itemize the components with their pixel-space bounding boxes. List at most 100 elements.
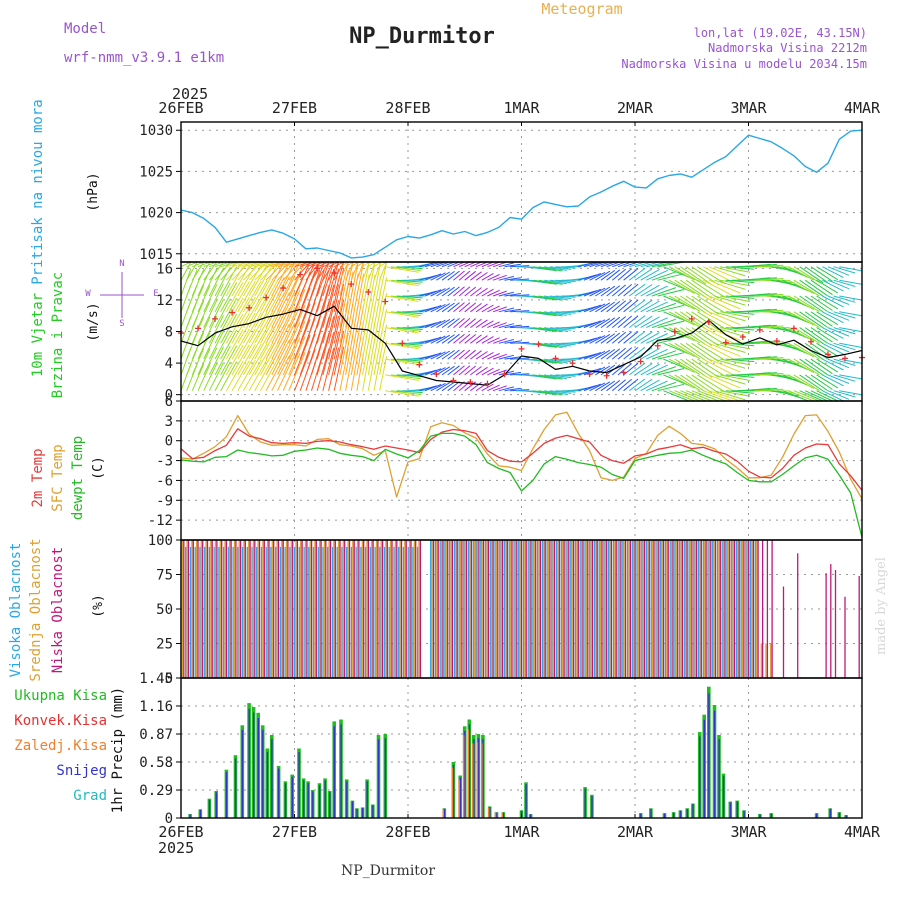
wind-arrow [339,301,349,344]
wind-arrow [532,279,557,285]
y-tick-label: 0.29 [139,783,173,799]
wind-arrow [589,319,606,329]
wind-arrow [600,285,616,297]
wind-arrow [606,269,621,281]
wind-arrow [464,286,477,297]
x-tick-label-bottom: 26FEB [158,823,203,841]
wind-speed-line [180,305,863,386]
wind-arrow [657,383,685,392]
wind-arrow [396,327,423,330]
wind-arrow [839,374,862,380]
wind-arrow [248,261,268,268]
pressure-unit-label: (hPa) [86,172,101,211]
wind-arrow [441,334,455,344]
precip-legend-item: Konvek.Kisa [14,713,107,729]
wind-arrow [680,279,707,298]
gust-marker [603,372,610,379]
wind-arrow [714,358,746,369]
wind-arrow [611,331,627,344]
wind-arrow [617,268,633,281]
wind-arrow [793,279,820,297]
wind-arrow [220,345,238,376]
wind-arrow [510,389,530,392]
wind-arrow [373,261,381,268]
wind-arrow [458,365,471,376]
wind-arrow [248,327,268,360]
wind-arrow [333,261,344,268]
wind-arrow [186,268,198,297]
wind-arrow [328,315,340,360]
wind-arrow [578,261,597,268]
wind-arrow [424,336,442,344]
precip-bar-snow [708,693,710,818]
wind-arrow [668,358,695,373]
wind-arrow [419,290,437,297]
wind-arrow [464,270,477,281]
precip-bar-snow [266,752,269,818]
gust-marker [416,361,423,368]
gust-marker [620,369,627,376]
wind-arrow [191,348,205,376]
wind-arrow [424,305,442,313]
wind-arrow [197,285,211,313]
wind-arrow [804,374,828,392]
wind-arrow [810,374,833,390]
wind-arrow [260,261,279,281]
wind-arrow [430,335,446,344]
wind-arrow [611,379,627,392]
wind-arrow [504,324,521,329]
precip-bar-snow [333,726,335,818]
wind-arrow [464,302,477,313]
precip-bar-snow [459,777,461,818]
wind-arrow [470,287,482,297]
wind-arrow [822,266,844,279]
wind-arrow [203,331,218,360]
wind-arrow [265,261,285,281]
wind-arrow [549,295,572,300]
wind-arrow [237,360,256,391]
wind-arrow [714,279,746,290]
wind-arrow [396,311,423,315]
wind-arrow [333,283,345,328]
precip-axis-label: 1hr Precip (mm) [110,687,126,813]
precip-bar-snow [650,808,652,818]
wind-arrow [510,325,530,329]
wind-arrow [663,266,690,278]
wind-arrow [827,311,850,321]
precip-bar-snow [464,730,466,818]
wind-arrow [311,269,325,312]
wind-arrow [822,311,844,324]
wind-arrow [651,271,677,281]
wind-arrow [555,390,576,393]
wind-arrow [646,348,668,360]
wind-arrow [362,274,370,312]
wind-arrow [231,281,250,313]
wind-arrow [538,342,563,349]
wind-arrow [646,285,668,297]
wind-arrow [362,305,370,344]
wind-arrow [668,311,695,326]
wind-arrow [668,266,695,281]
wind-arrow [430,288,446,297]
precip-bar-freezing [442,809,444,818]
wind-unit-label: (m/s) [86,302,101,341]
x-tick-label-top: 2MAR [617,99,654,117]
wind-arrow [646,269,668,281]
wind-arrow [640,363,660,376]
wind-arrow [430,382,446,392]
dewpt-line [180,432,863,538]
gust-marker [688,315,695,322]
wind-arrow [379,340,388,375]
wind-arrow [754,309,784,313]
wind-arrow [317,261,330,268]
wind-arrow [504,387,521,392]
wind-arrow [634,331,653,344]
wind-arrow [628,331,646,344]
x-tick-label-bottom: 4MAR [844,823,881,841]
precip-bar-snow [703,719,705,818]
wind-arrow [544,266,567,271]
wind-arrow [742,277,771,281]
wind-arrow [748,324,777,329]
wind-arrow [611,268,627,281]
wind-arrow [720,266,751,273]
